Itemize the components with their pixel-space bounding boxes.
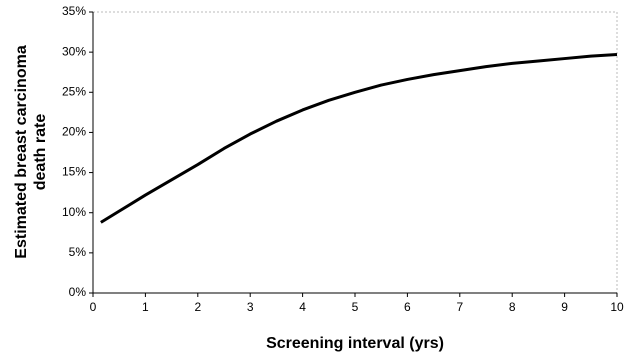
x-tick-label: 3 [247,300,254,314]
y-tick-label: 5% [69,245,87,259]
y-tick-label: 20% [62,125,86,139]
y-axis-title: Estimated breast carcinoma death rate [13,45,49,259]
x-tick-label: 5 [352,300,359,314]
x-axis-title: Screening interval (yrs) [266,335,444,352]
data-line [100,53,618,224]
plot-frame [92,11,618,294]
x-tick-label: 9 [561,300,568,314]
x-tick-label: 6 [404,300,411,314]
x-tick-label: 7 [456,300,463,314]
x-tick-label: 0 [90,300,97,314]
y-tick-label: 30% [62,44,86,58]
x-tick-label: 2 [194,300,201,314]
x-tick-label: 4 [299,300,306,314]
y-tick-label: 15% [62,165,86,179]
y-axis-title-line: Estimated breast carcinoma [13,45,30,259]
y-tick-label: 0% [69,285,87,299]
y-tick-label: 10% [62,205,86,219]
y-axis-title-line: death rate [32,114,49,191]
x-tick-label: 1 [142,300,149,314]
x-tick-label: 8 [509,300,516,314]
y-tick-label: 35% [62,4,86,18]
y-tick-label: 25% [62,84,86,98]
x-tick-label: 10 [610,300,624,314]
